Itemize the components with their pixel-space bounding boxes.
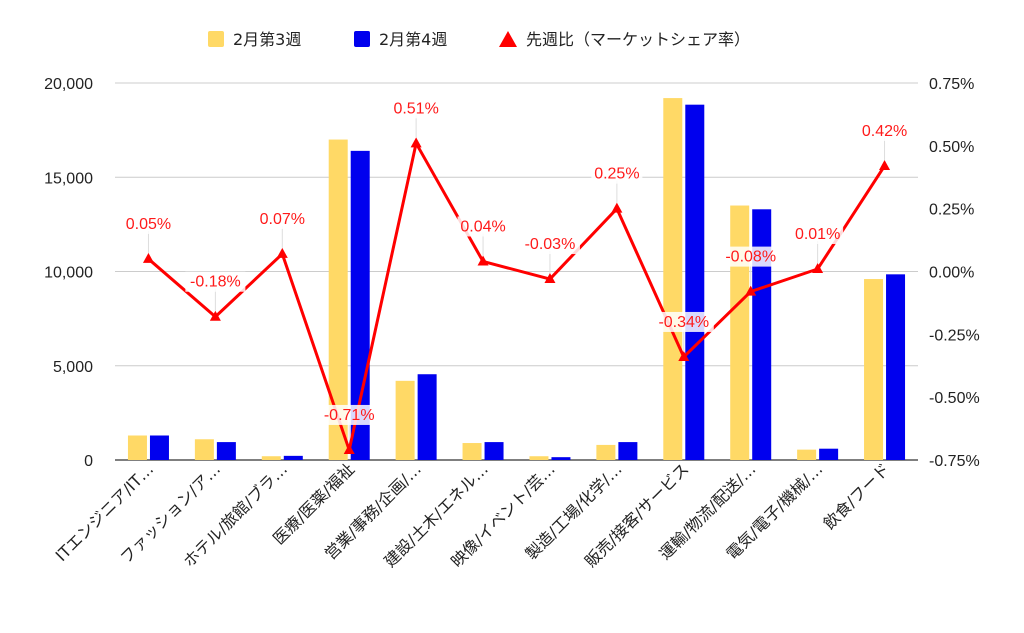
data-label: -0.18% <box>190 274 241 291</box>
legend-triangle-icon <box>499 31 517 47</box>
bar-week4[interactable] <box>886 274 906 460</box>
share-marker[interactable] <box>142 252 154 263</box>
legend-swatch-week4 <box>354 31 370 47</box>
data-label-bg <box>319 404 380 425</box>
share-marker[interactable] <box>879 159 891 170</box>
legend-item-share[interactable]: 先週比（マーケットシェア率） <box>499 30 750 49</box>
bar-week3[interactable] <box>797 449 817 460</box>
bar-week4[interactable] <box>685 104 705 461</box>
share-marker[interactable] <box>544 273 556 284</box>
data-label: 0.42% <box>862 123 907 140</box>
data-label-bg <box>185 271 246 292</box>
share-marker[interactable] <box>477 255 489 266</box>
data-label-bg <box>720 246 781 267</box>
bar-week3[interactable] <box>730 205 750 460</box>
left-tick-label: 0 <box>84 453 93 470</box>
bar-week4[interactable] <box>484 442 504 460</box>
left-tick-label: 20,000 <box>44 76 93 93</box>
right-tick-label: -0.50% <box>929 390 980 407</box>
data-label-bg <box>591 163 643 184</box>
data-label: 0.01% <box>795 226 840 243</box>
bar-week4[interactable] <box>216 442 236 460</box>
share-marker[interactable] <box>611 202 623 213</box>
data-label-bg <box>859 120 911 141</box>
category-labels: ITエンジニア/IT…ファッション/ア…ホテル/旅館/ブラ…医療/医薬/福祉営業… <box>52 459 894 571</box>
data-label-bg <box>390 98 442 119</box>
data-label: -0.34% <box>658 314 709 331</box>
bar-week3[interactable] <box>529 456 549 460</box>
bar-week3[interactable] <box>395 380 415 460</box>
bar-week3[interactable] <box>462 443 482 460</box>
bar-week4[interactable] <box>819 448 839 460</box>
legend-label-week3: 2月第3週 <box>233 30 301 49</box>
left-tick-label: 15,000 <box>44 170 93 187</box>
data-label-bg <box>792 223 844 244</box>
bar-week4[interactable] <box>283 455 303 460</box>
right-tick-label: -0.75% <box>929 453 980 470</box>
bar-week3[interactable] <box>663 98 683 460</box>
bar-week3[interactable] <box>127 435 147 460</box>
legend-item-week4[interactable]: 2月第4週 <box>354 30 447 49</box>
data-label: 0.05% <box>126 216 171 233</box>
legend-swatch-week3 <box>208 31 224 47</box>
right-tick-label: 0.50% <box>929 139 974 156</box>
bar-week3[interactable] <box>864 279 884 460</box>
left-tick-label: 5,000 <box>53 359 93 376</box>
right-axis-ticks: -0.75% -0.50% -0.25% 0.00% 0.25% 0.50% 0.75% <box>929 76 980 470</box>
data-label: -0.08% <box>725 249 776 266</box>
bar-series <box>127 98 906 461</box>
bar-week4[interactable] <box>618 442 638 460</box>
data-label-bg <box>457 216 509 237</box>
right-tick-label: 0.25% <box>929 202 974 219</box>
share-marker[interactable] <box>410 137 422 148</box>
right-tick-label: -0.25% <box>929 327 980 344</box>
bar-week4[interactable] <box>551 457 571 460</box>
data-label-bg <box>653 311 714 332</box>
bar-week3[interactable] <box>261 456 281 460</box>
share-marker[interactable] <box>678 350 690 361</box>
data-label-bg <box>122 213 174 234</box>
bar-week3[interactable] <box>328 139 348 461</box>
bar-week4[interactable] <box>417 374 437 460</box>
bar-week3[interactable] <box>596 444 616 460</box>
bar-week4[interactable] <box>149 435 169 460</box>
share-line <box>147 141 886 452</box>
bar-week4[interactable] <box>752 209 772 460</box>
share-marker[interactable] <box>209 310 221 321</box>
legend-label-share: 先週比（マーケットシェア率） <box>526 30 750 49</box>
data-label: 0.07% <box>260 211 305 228</box>
data-label-bg <box>519 234 580 255</box>
right-tick-label: 0.00% <box>929 265 974 282</box>
data-label: 0.51% <box>393 100 438 117</box>
legend-item-week3[interactable]: 2月第3週 <box>208 30 301 49</box>
share-marker[interactable] <box>812 262 824 273</box>
left-axis-ticks: 0 5,000 10,000 15,000 20,000 <box>44 76 93 470</box>
line-series: 0.05% -0.18% 0.07% -0.71% 0.51% 0.04% -0.03% 0.… <box>122 98 911 454</box>
data-label: -0.71% <box>324 407 375 424</box>
data-label-bg <box>256 208 308 229</box>
left-tick-label: 10,000 <box>44 265 93 282</box>
data-label: 0.04% <box>460 218 505 235</box>
legend: 2月第3週 2月第4週 先週比（マーケットシェア率） <box>208 30 750 49</box>
legend-label-week4: 2月第4週 <box>379 30 447 49</box>
bar-week3[interactable] <box>194 439 214 460</box>
right-tick-label: 0.75% <box>929 76 974 93</box>
share-marker[interactable] <box>276 247 288 258</box>
share-marker[interactable] <box>343 443 355 454</box>
category-label: 飲食/フード <box>820 459 894 533</box>
data-label: -0.03% <box>525 236 576 253</box>
data-label: 0.25% <box>594 166 639 183</box>
share-marker[interactable] <box>745 285 757 296</box>
